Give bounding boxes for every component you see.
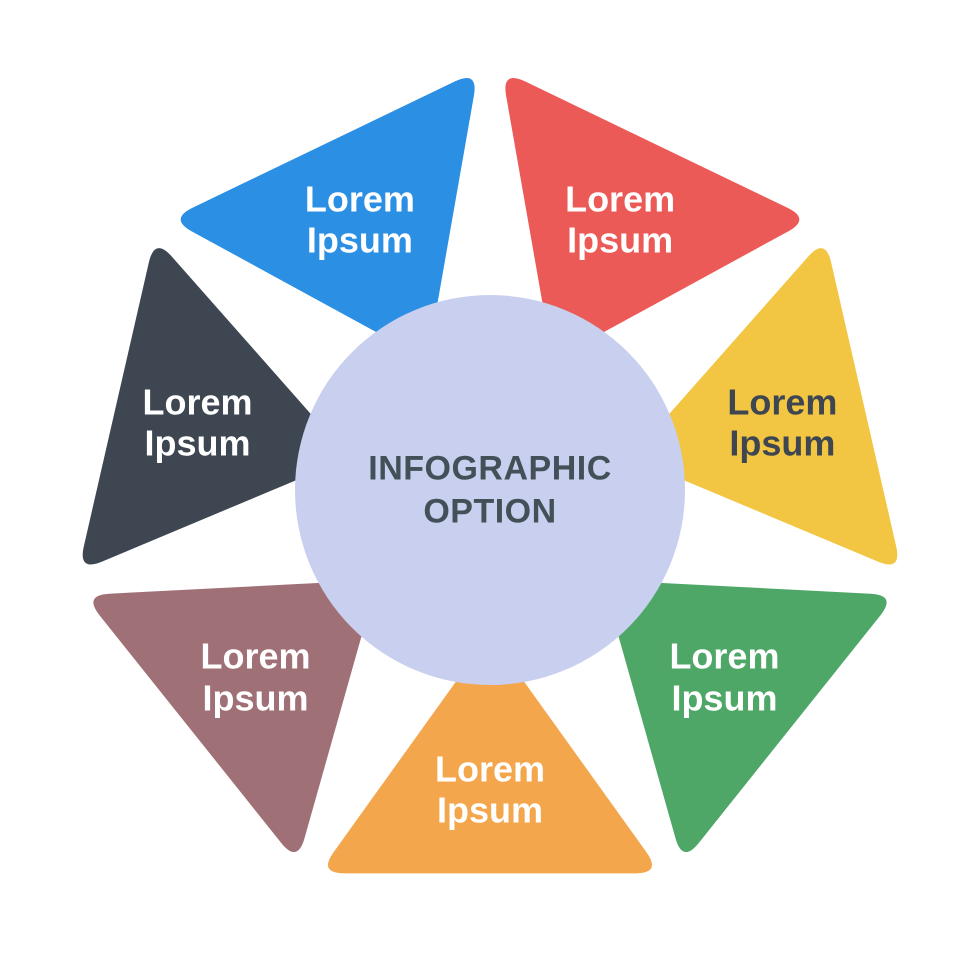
segment-label-line1: Lorem <box>143 382 253 423</box>
segment-label-0: LoremIpsum <box>565 178 675 261</box>
segment-label-1: LoremIpsum <box>727 382 837 465</box>
segment-label-6: LoremIpsum <box>305 178 415 261</box>
segment-label-line2: Ipsum <box>145 423 251 464</box>
center-title-line2: OPTION <box>423 492 556 530</box>
segment-label-line2: Ipsum <box>671 677 777 718</box>
segment-label-line2: Ipsum <box>729 423 835 464</box>
segment-label-line1: Lorem <box>435 749 545 790</box>
segment-label-line2: Ipsum <box>567 220 673 261</box>
segment-label-line2: Ipsum <box>203 677 309 718</box>
segment-label-line1: Lorem <box>565 178 675 219</box>
infographic-wheel: LoremIpsumLoremIpsumLoremIpsumLoremIpsum… <box>0 0 980 980</box>
segment-label-line1: Lorem <box>727 382 837 423</box>
segment-label-3: LoremIpsum <box>435 749 545 832</box>
segment-label-line1: Lorem <box>669 636 779 677</box>
segment-label-4: LoremIpsum <box>201 636 311 719</box>
center-title: INFOGRAPHIC OPTION <box>368 448 612 533</box>
center-title-line1: INFOGRAPHIC <box>368 450 612 488</box>
segment-label-2: LoremIpsum <box>669 636 779 719</box>
segment-label-line2: Ipsum <box>307 220 413 261</box>
segment-label-5: LoremIpsum <box>143 382 253 465</box>
segment-label-line1: Lorem <box>305 178 415 219</box>
segment-label-line2: Ipsum <box>437 790 543 831</box>
segment-label-line1: Lorem <box>201 636 311 677</box>
